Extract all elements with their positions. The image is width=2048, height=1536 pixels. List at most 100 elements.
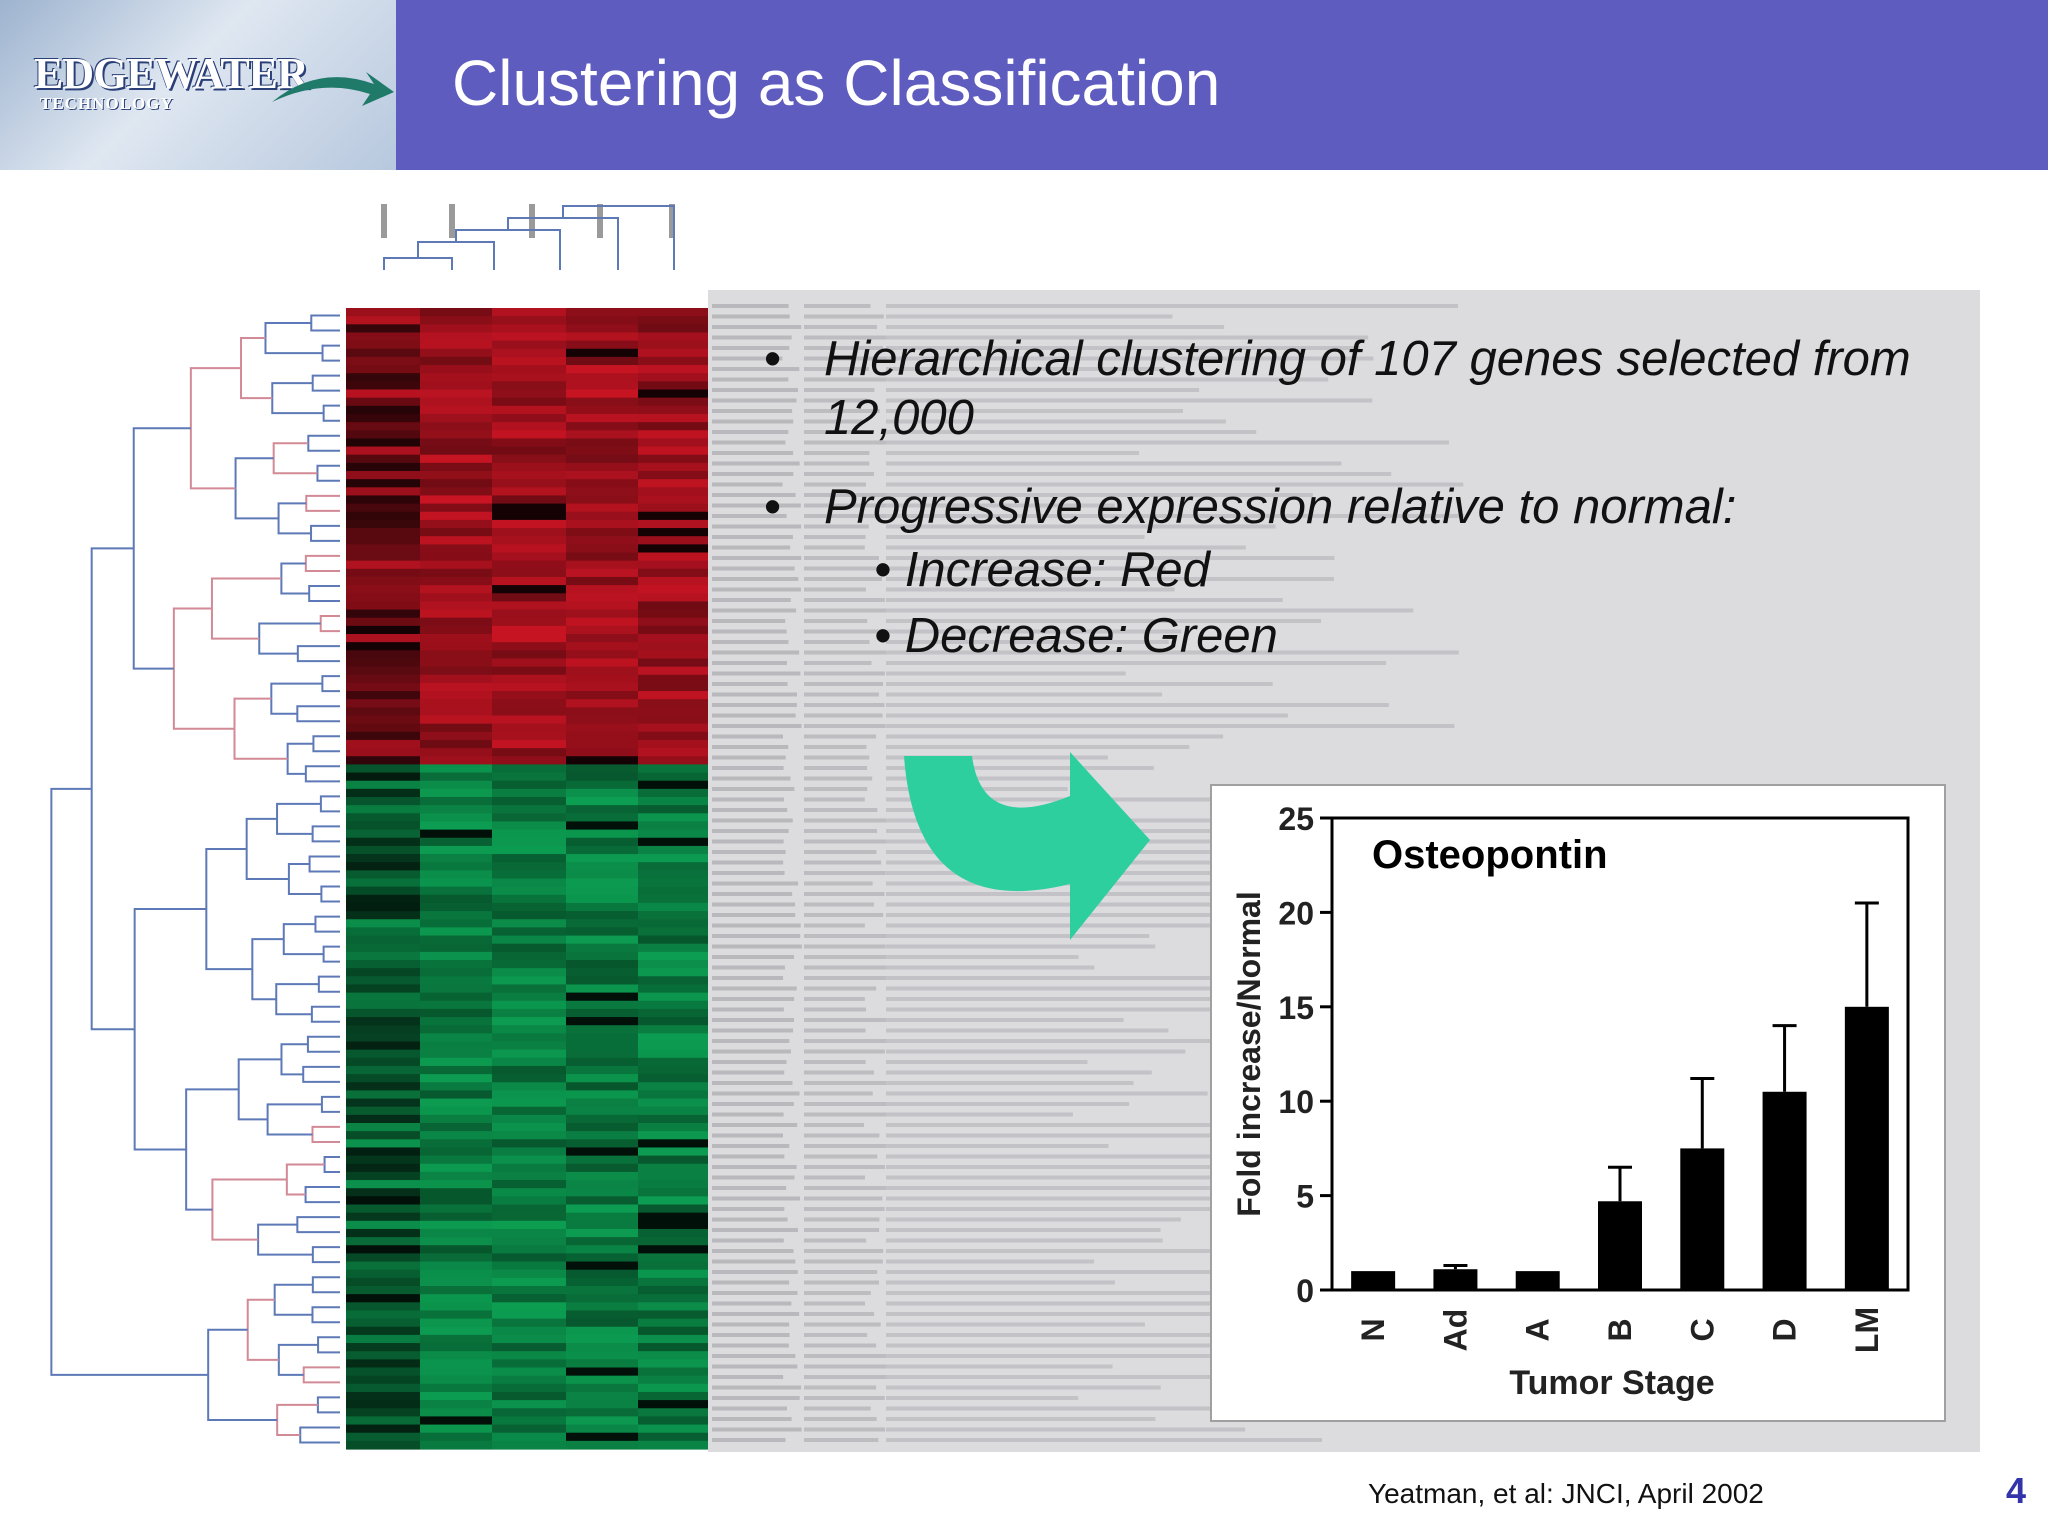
heatmap-cell [346, 650, 420, 660]
heatmap-cell [566, 568, 638, 578]
gene-id-line [804, 766, 868, 770]
gene-id-line [712, 1259, 796, 1264]
osteopontin-chart: Osteopontin Tumor Stage Fold increase/No… [1210, 784, 1946, 1422]
gene-id-line [712, 314, 790, 319]
gene-id-line [712, 1406, 788, 1411]
dendrogram-branch [310, 1005, 340, 1023]
gene-id-line [804, 986, 877, 991]
heatmap-cell [566, 1245, 638, 1254]
heatmap-cell [420, 1408, 492, 1417]
heatmap-cell [492, 1245, 566, 1254]
gene-id-line [804, 335, 893, 340]
gene-id-line [712, 377, 789, 382]
heatmap-cell [492, 1220, 566, 1230]
heatmap-cell [566, 365, 638, 374]
heatmap-cell [420, 1017, 492, 1026]
heatmap-cell [420, 642, 492, 651]
heatmap-cell [492, 585, 566, 594]
heatmap-cell [492, 1326, 566, 1336]
heatmap-cell [638, 528, 708, 537]
heatmap-cell [492, 723, 566, 733]
gene-id-line [712, 1133, 783, 1138]
gene-id-line [804, 1249, 884, 1253]
heatmap-cell [492, 1408, 566, 1417]
heatmap-cell [638, 707, 708, 717]
heatmap-cell [346, 845, 420, 855]
heatmap-cell [420, 756, 492, 765]
gene-id-line [712, 1186, 787, 1190]
column-label-mark [449, 204, 455, 238]
heatmap-cell [346, 1041, 420, 1051]
heatmap-cell [420, 984, 492, 994]
gene-id-line [804, 850, 877, 854]
heatmap-cell [346, 1261, 420, 1271]
gene-id-line [712, 1385, 802, 1390]
heatmap-cell [346, 397, 420, 407]
sub-bullet-increase: • Increase: Red [874, 543, 1210, 597]
heatmap-cell [566, 1253, 638, 1263]
gene-id-line [712, 1427, 802, 1432]
gene-id-line [712, 598, 791, 602]
gene-id-line [804, 1123, 865, 1127]
heatmap-cell [566, 870, 638, 880]
heatmap-cell [346, 479, 420, 488]
heatmap-cell [346, 992, 420, 1002]
heatmap-cell [566, 1171, 638, 1181]
gene-id-line [804, 1028, 866, 1033]
gene-description-line [886, 1438, 1323, 1442]
dendrogram-branch [302, 1366, 340, 1384]
heatmap-cell [346, 373, 420, 382]
heatmap-cell [566, 911, 638, 920]
heatmap-cell [566, 1008, 638, 1018]
gene-description-line [886, 1270, 1374, 1274]
y-tick-label: 20 [1278, 895, 1314, 931]
heatmap-cell [420, 748, 492, 757]
heatmap-cell [566, 634, 638, 643]
heatmap-cell [638, 356, 708, 366]
heatmap-cell [346, 1383, 420, 1393]
gene-id-line [712, 871, 785, 875]
dendrogram-branch [304, 554, 340, 572]
gene-id-line [712, 724, 802, 728]
heatmap-cell [346, 707, 420, 717]
heatmap-cell [346, 1432, 420, 1442]
gene-description-line [886, 1060, 1088, 1064]
gene-description-line [886, 1301, 1366, 1306]
heatmap-cell [346, 658, 420, 668]
gene-id-line [712, 1270, 798, 1274]
gene-id-line [804, 661, 872, 665]
heatmap-cell [638, 1074, 708, 1083]
gene-id-line [712, 1249, 794, 1253]
heatmap-cell [420, 1367, 492, 1377]
gene-id-line [712, 1238, 784, 1243]
gene-description-line [886, 1133, 1308, 1138]
heatmap-cell [566, 405, 638, 415]
heatmap-cell [346, 544, 420, 554]
bullet-dot: • [764, 480, 782, 534]
dendrogram-branch [189, 367, 242, 490]
heatmap-cell [638, 731, 708, 741]
heatmap-cell [492, 373, 566, 382]
heatmap-cell [492, 1286, 566, 1295]
heatmap-cell [492, 1212, 566, 1222]
heatmap-column-labels [381, 204, 675, 238]
heatmap-cell [492, 438, 566, 448]
heatmap-cell [420, 845, 492, 855]
gene-id-line [712, 892, 793, 896]
dendrogram-branch [321, 344, 340, 362]
heatmap-cell [420, 780, 492, 790]
heatmap-cell [492, 308, 566, 317]
heatmap-cell [638, 1065, 708, 1075]
heatmap-cell [420, 1269, 492, 1279]
heatmap-cell [638, 772, 708, 782]
gene-id-line [712, 556, 802, 560]
heatmap-cell [638, 1155, 708, 1165]
heatmap-cell [566, 756, 638, 765]
heatmap-cell [492, 1269, 566, 1279]
gene-id-line [712, 997, 795, 1001]
heatmap-cell [638, 951, 708, 961]
heatmap-cell [420, 902, 492, 912]
gene-id-line [804, 472, 874, 476]
heatmap-cell [420, 1074, 492, 1083]
heatmap-cell [420, 1400, 492, 1409]
